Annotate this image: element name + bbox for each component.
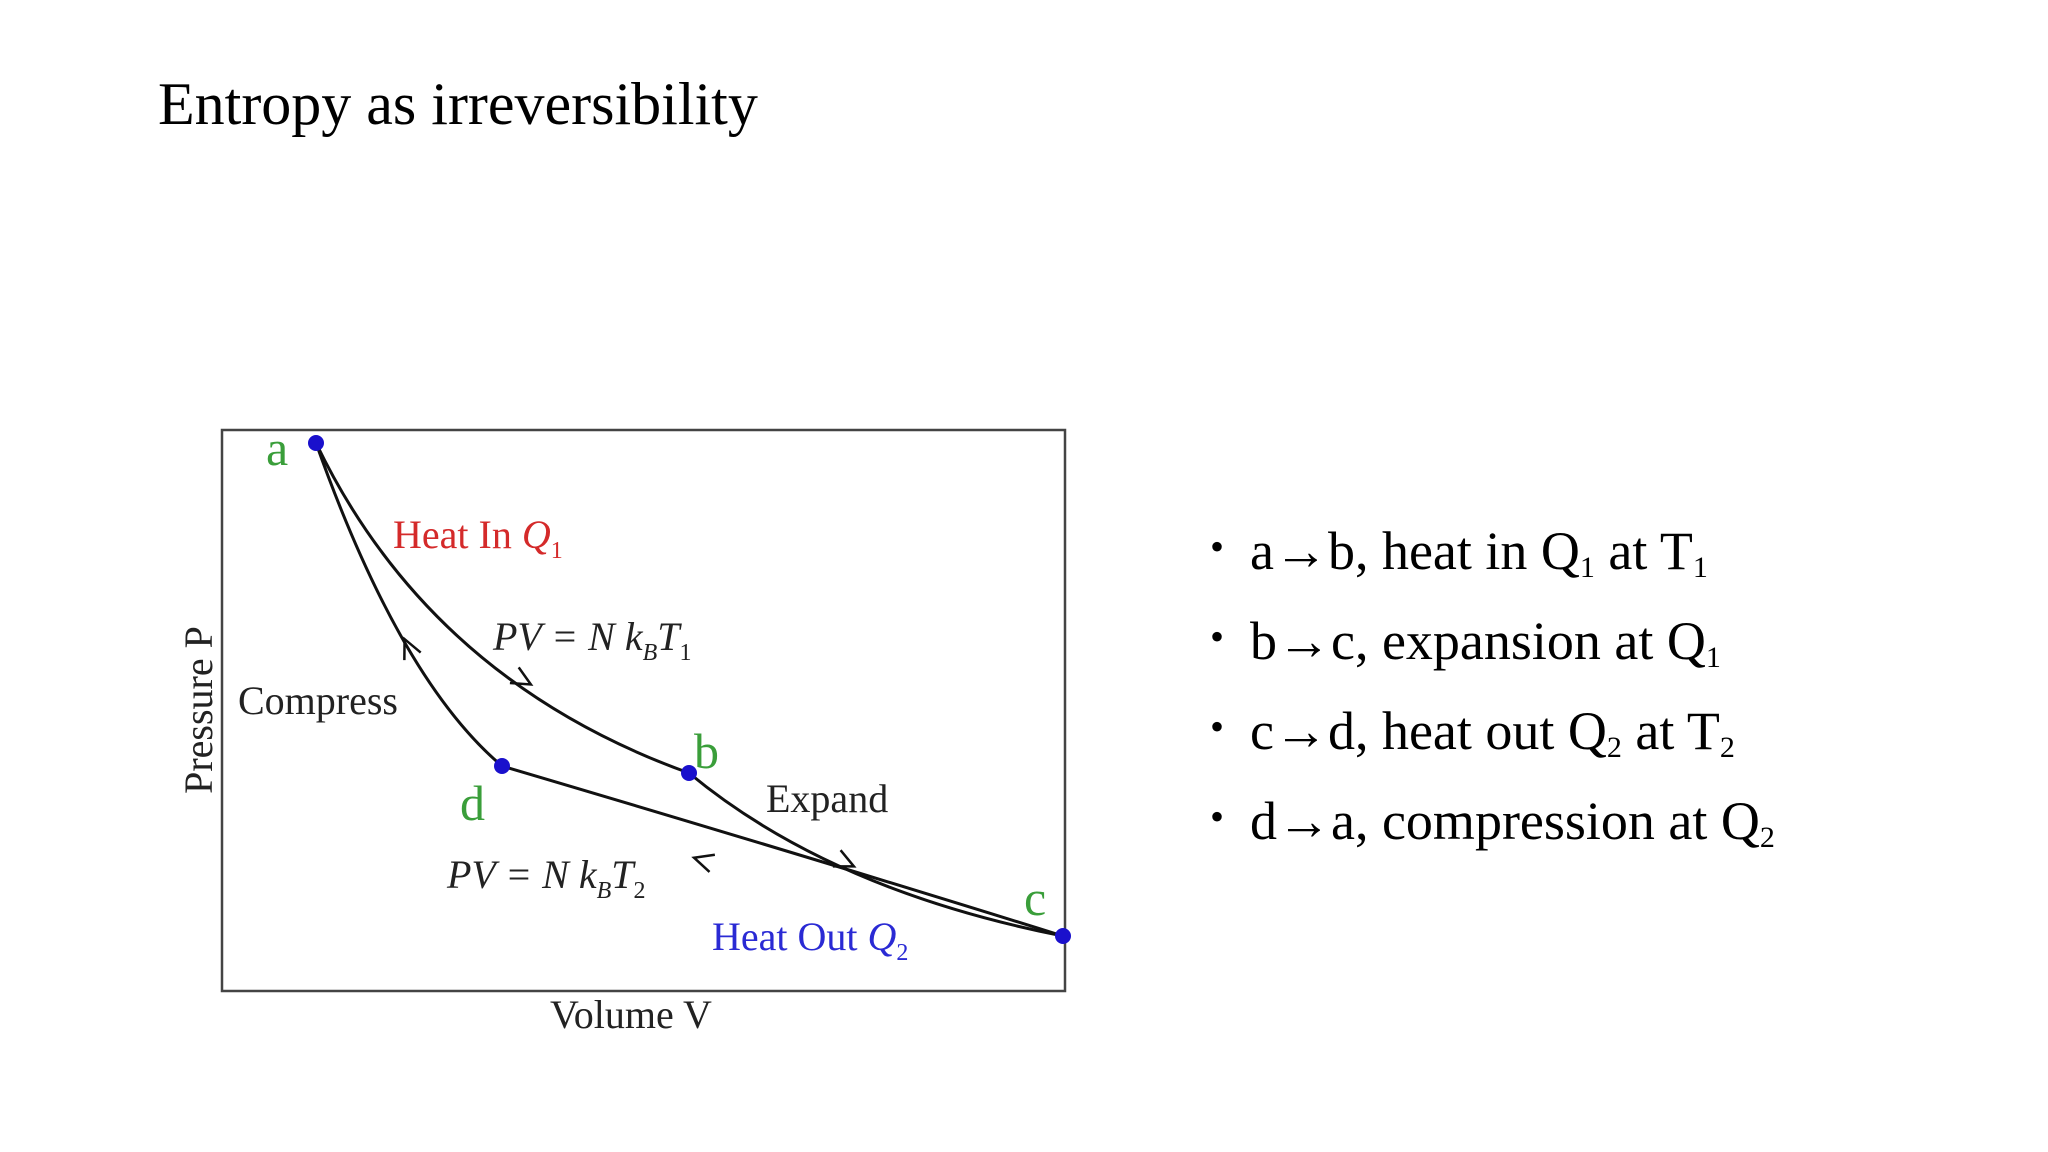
bullet-text: at T [1594, 521, 1693, 581]
expand-label: Expand [766, 776, 888, 821]
plot-frame [220, 428, 1067, 993]
bullet-subscript: 2 [1719, 731, 1735, 764]
bullet-subscript: 1 [1692, 551, 1708, 584]
point-d [494, 758, 510, 774]
heat-out-label: Heat Out Q2 [712, 914, 908, 966]
bullet-dot: • [1210, 614, 1225, 659]
bullet-dot: • [1210, 704, 1225, 749]
bullet-list: • a→b, heat in Q1 at T1 • b→c, expansion at… [1210, 516, 1775, 876]
bullet-text: at T [1621, 701, 1720, 761]
curve-a-b [314, 442, 690, 775]
bullet-dot: • [1210, 794, 1225, 839]
bullet-dot: • [1210, 524, 1225, 569]
point-label-c: c [1024, 870, 1046, 926]
bullet-text: d→a, compression at Q [1250, 791, 1760, 851]
bullet-text: b→c, expansion at Q [1250, 611, 1706, 671]
bullet-text: c→d, heat out Q [1250, 701, 1607, 761]
isotherm-t2-label: PV = N kBT2 [446, 852, 646, 904]
heat-in-label: Heat In Q1 [393, 512, 563, 564]
bullet-item: • a→b, heat in Q1 at T1 [1210, 516, 1775, 606]
point-a [308, 435, 324, 451]
curve-c-d [501, 764, 1064, 938]
slide-title: Entropy as irreversibility [158, 71, 758, 137]
bullet-item: • d→a, compression at Q2 [1210, 786, 1775, 876]
bullet-item: • c→d, heat out Q2 at T2 [1210, 696, 1775, 786]
y-axis-label: Pressure P [176, 626, 221, 794]
point-b [681, 765, 697, 781]
isotherm-t1-label: PV = N kBT1 [492, 614, 692, 666]
arrow-c-d [691, 853, 716, 873]
bullet-item: • b→c, expansion at Q1 [1210, 606, 1775, 696]
bullet-subscript: 2 [1606, 731, 1622, 764]
compress-label: Compress [238, 678, 398, 723]
point-label-a: a [266, 420, 288, 476]
bullet-subscript: 2 [1759, 821, 1775, 854]
point-label-d: d [460, 775, 485, 831]
bullet-subscript: 1 [1579, 551, 1595, 584]
bullet-text: a→b, heat in Q [1250, 521, 1580, 581]
point-label-b: b [694, 723, 719, 779]
bullet-subscript: 1 [1705, 641, 1721, 674]
x-axis-label: Volume V [550, 992, 712, 1037]
point-c [1055, 928, 1071, 944]
